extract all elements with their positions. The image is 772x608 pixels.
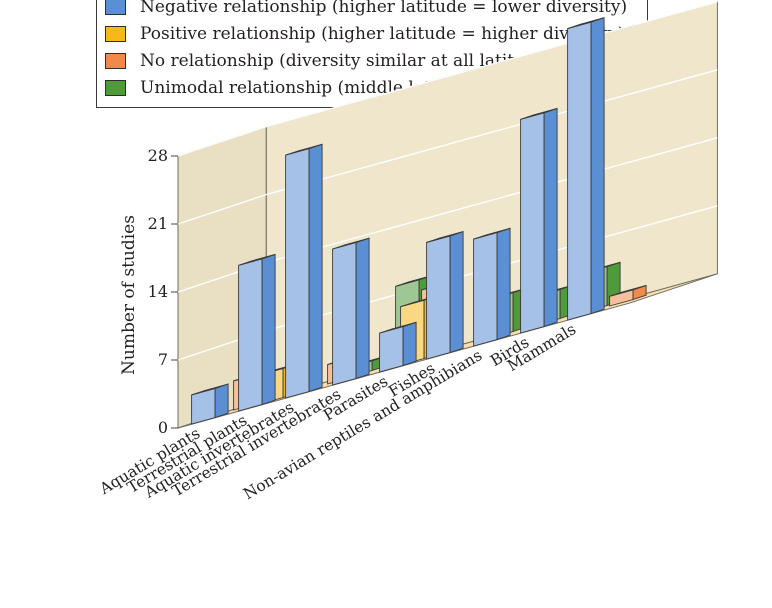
bar (609, 284, 647, 307)
legend-label: Negative relationship (higher latitude =… (140, 0, 628, 17)
legend-swatch (105, 0, 126, 15)
legend-item: No relationship (diversity similar at al… (105, 49, 561, 73)
bar (238, 253, 276, 412)
gridline (177, 69, 718, 225)
bar (567, 17, 605, 321)
gridline (177, 1, 718, 157)
y-tick-label: 0 (158, 418, 168, 437)
y-axis-label: Number of studies (119, 215, 139, 375)
bar (332, 237, 370, 386)
y-tick-label: 28 (148, 146, 168, 165)
legend-swatch (105, 26, 126, 42)
bar (191, 383, 229, 425)
bar (285, 143, 323, 399)
legend-swatch (105, 53, 126, 69)
legend-swatch (105, 80, 126, 96)
bar (520, 107, 558, 334)
bar (426, 230, 464, 360)
y-tick-label: 21 (148, 214, 168, 233)
legend-item: Negative relationship (higher latitude =… (105, 0, 627, 19)
y-tick-label: 7 (158, 350, 168, 369)
legend-label: Positive relationship (higher latitude =… (140, 24, 625, 44)
bar (473, 227, 511, 347)
legend-label: No relationship (diversity similar at al… (140, 51, 562, 71)
y-tick-label: 14 (148, 282, 168, 301)
legend-item: Positive relationship (higher latitude =… (105, 22, 624, 46)
bar (379, 321, 417, 373)
